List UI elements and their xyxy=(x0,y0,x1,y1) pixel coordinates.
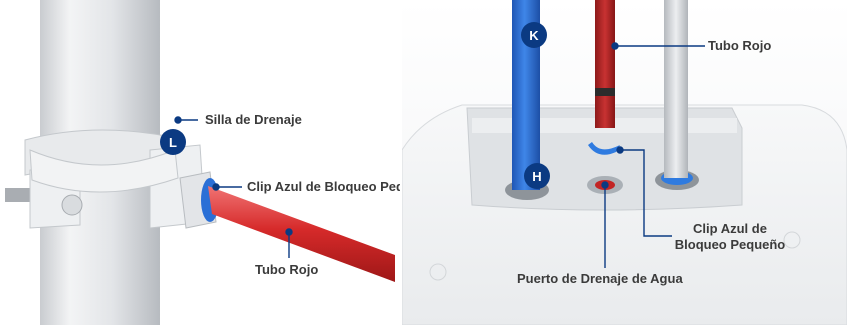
label-clip-line2: Bloqueo Pequeño xyxy=(674,237,786,252)
badge-l: L xyxy=(160,129,186,155)
drain-saddle-illustration: Silla de Drenaje Clip Azul de Bloqueo Pe… xyxy=(0,0,400,325)
badge-h: H xyxy=(524,163,550,189)
label-red-tube-right: Tubo Rojo xyxy=(708,38,772,53)
saddle-bolt xyxy=(5,188,35,202)
red-tube-vertical xyxy=(595,0,615,128)
drain-saddle-drawing xyxy=(5,0,395,325)
drain-port-illustration: Tubo Rojo Clip Azul de Bloqueo Pequeño P… xyxy=(402,0,847,325)
label-clip-line1: Clip Azul de xyxy=(693,221,767,236)
loose-blue-clip xyxy=(588,142,620,155)
label-blue-lock-clip-right: Clip Azul de Bloqueo Pequeño xyxy=(674,221,786,253)
red-tube xyxy=(208,186,395,282)
label-red-tube: Tubo Rojo xyxy=(255,262,319,277)
badge-k: K xyxy=(521,22,547,48)
grey-tube xyxy=(664,0,688,178)
label-drain-port: Puerto de Drenaje de Agua xyxy=(517,271,683,286)
label-blue-lock-clip: Clip Azul de Bloqueo Pequeño xyxy=(247,179,400,194)
label-drain-saddle: Silla de Drenaje xyxy=(205,112,302,127)
